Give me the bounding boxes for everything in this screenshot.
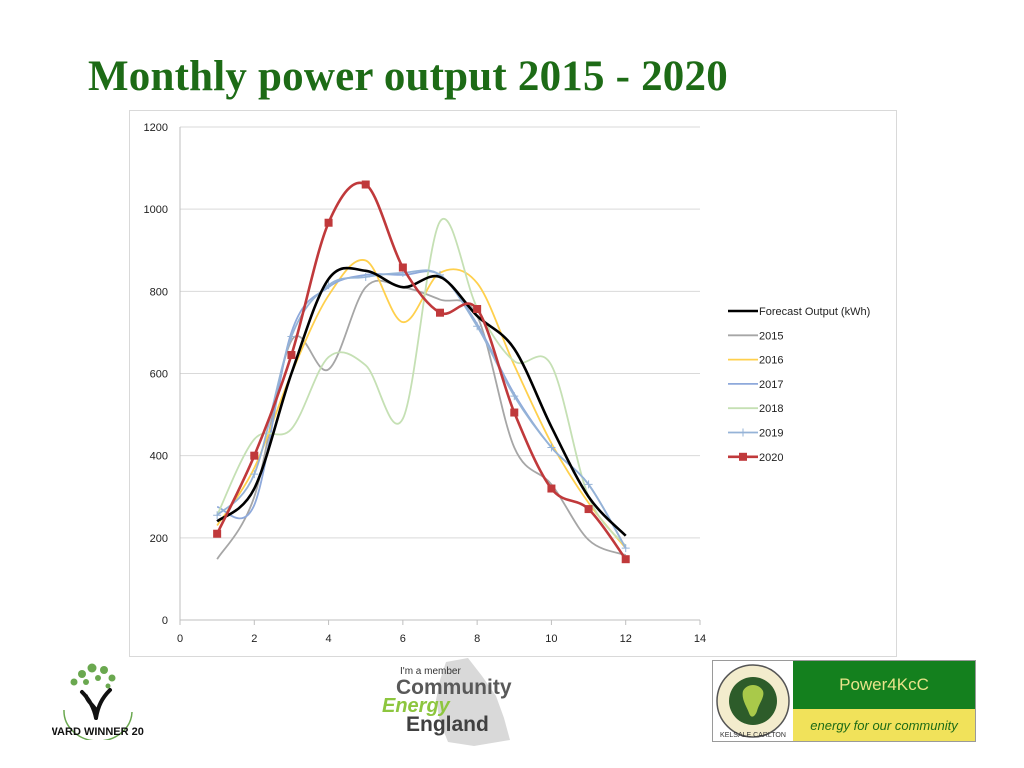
award-winner-2015-logo: AWARD WINNER 2015 [52,663,144,740]
legend-marker-2020 [739,452,747,461]
data-point-2020 [361,180,370,189]
legend-label-forecast-output-kwh: Forecast Output (kWh) [759,306,870,318]
series-line-2016 [216,259,627,549]
x-tick-label: 8 [474,633,480,645]
data-point-2019 [473,322,482,331]
data-point-2019 [584,480,593,489]
x-tick-label: 4 [326,633,332,645]
legend-marker-2019 [739,428,747,437]
y-tick-label: 1200 [144,122,168,134]
power4kcc-tagline: energy for our community [793,709,975,741]
data-point-2020 [250,451,259,460]
ce-logo-line2: Community [396,676,512,699]
data-point-2020 [621,555,630,564]
data-point-2020 [324,218,333,227]
line-chart: 0 200 400 600 800 1000 1200 0 2 4 6 8 10 12 14 Forecast… [144,122,871,645]
data-point-2020 [584,505,593,514]
page-title: Monthly power output 2015 - 2020 [88,53,728,100]
chart-area: 0 200 400 600 800 1000 1200 0 2 4 6 8 10 12 14 Forecast… [129,110,897,657]
seal-text: KELSALE CARLTON [720,732,786,739]
power4kcc-logo: KELSALE CARLTON Power4KcC energy for our… [712,660,976,742]
data-point-2019 [361,272,370,281]
data-point-2020 [213,529,222,538]
data-point-2019 [547,443,556,452]
data-point-2019 [621,544,630,553]
data-point-2020 [436,308,444,317]
legend-label-2017: 2017 [759,379,783,391]
x-tick-label: 0 [177,633,183,645]
legend-label-2018: 2018 [759,403,783,415]
community-energy-england-logo: I'm a member Community Energy England [382,658,512,746]
series-line-2019 [216,269,627,549]
legend-label-2020: 2020 [759,452,783,464]
y-tick-label: 200 [150,533,168,545]
x-tick-label: 10 [545,633,557,645]
x-tick-label: 2 [251,633,257,645]
ce-logo-line3: Energy [382,695,451,717]
data-point-2019 [510,392,519,401]
ce-logo-line1: I'm a member [400,666,461,677]
series-line-forecast-output-kwh [216,266,627,537]
award-logo-text: AWARD WINNER 2015 [52,726,144,738]
data-point-2019 [213,511,222,520]
data-point-2019 [250,470,259,479]
data-point-2020 [473,304,482,313]
data-point-2020 [547,484,556,493]
y-tick-label: 600 [150,369,168,381]
x-tick-label: 6 [400,633,406,645]
power4kcc-name: Power4KcC [793,661,975,709]
legend-label-2016: 2016 [759,355,783,367]
legend-label-2015: 2015 [759,330,783,342]
y-tick-label: 0 [162,615,168,627]
kelsale-carlton-seal-logo: KELSALE CARLTON [716,664,790,739]
y-tick-label: 1000 [144,204,168,216]
ce-logo-line4: England [406,713,489,736]
y-tick-label: 400 [150,451,168,463]
data-point-2020 [398,263,407,272]
data-point-2020 [510,408,519,417]
x-tick-label: 12 [620,633,632,645]
data-point-2020 [287,351,296,360]
y-tick-label: 800 [150,286,168,298]
legend-label-2019: 2019 [759,428,783,440]
data-point-2019 [287,332,296,341]
x-tick-label: 14 [694,633,706,645]
series-line-2018 [216,217,627,547]
